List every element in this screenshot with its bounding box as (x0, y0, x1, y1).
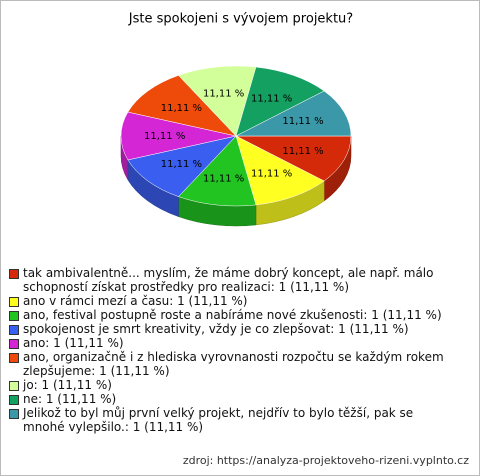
legend-item: ano, festival postupně roste a nabíráme … (9, 308, 449, 322)
source: zdroj: https://analyza-projektoveho-rize… (182, 454, 469, 467)
legend-label: spokojenost je smrt kreativity, vždy je … (23, 322, 409, 336)
legend-label: ne: 1 (11,11 %) (23, 392, 117, 406)
legend-label: ano v rámci mezí a času: 1 (11,11 %) (23, 294, 248, 308)
legend-item: tak ambivalentně... myslím, že máme dobr… (9, 266, 449, 294)
legend-swatch (9, 297, 19, 307)
slice (178, 65, 257, 137)
legend-swatch (9, 339, 19, 349)
legend-item: Jelikož to byl můj první velký projekt, … (9, 406, 449, 434)
legend-swatch (9, 381, 19, 391)
slice (235, 90, 352, 137)
legend-swatch (9, 325, 19, 335)
slice (127, 75, 237, 137)
value-label: 11,11 % (251, 93, 292, 104)
slice (120, 111, 237, 161)
legend-swatch (9, 395, 19, 405)
legend-item: ano v rámci mezí a času: 1 (11,11 %) (9, 294, 449, 308)
value-label: 11,11 % (203, 88, 244, 99)
legend-label: jo: 1 (11,11 %) (23, 378, 112, 392)
legend-label: ano, organizačně i z hlediska vyrovnanos… (23, 350, 444, 378)
slice (127, 135, 237, 197)
slice (235, 135, 325, 206)
chart: Jste spokojeni s vývojem projektu? 11,11… (120, 12, 353, 227)
value-label: 11,11 % (203, 174, 244, 185)
legend-label: ano: 1 (11,11 %) (23, 336, 124, 350)
value-label: 11,11 % (161, 103, 202, 114)
slice (178, 135, 257, 207)
value-label: 11,11 % (161, 159, 202, 170)
slice (235, 66, 325, 137)
value-label: 11,11 % (282, 116, 323, 127)
value-label: 11,11 % (144, 131, 185, 142)
legend-item: ano: 1 (11,11 %) (9, 336, 449, 350)
legend-item: ne: 1 (11,11 %) (9, 392, 449, 406)
chart-title: Jste spokojeni s vývojem projektu? (128, 12, 353, 27)
legend-label: Jelikož to byl můj první velký projekt, … (23, 406, 414, 434)
value-label: 11,11 % (282, 146, 323, 157)
legend-label: tak ambivalentně... myslím, že máme dobr… (23, 266, 434, 294)
legend: tak ambivalentně... myslím, že máme dobr… (9, 266, 449, 434)
legend-label: ano, festival postupně roste a nabíráme … (23, 308, 442, 322)
legend-swatch (9, 269, 19, 279)
legend-swatch (9, 311, 19, 321)
slice (235, 135, 352, 182)
legend-swatch (9, 353, 19, 363)
value-label: 11,11 % (251, 169, 292, 180)
legend-swatch (9, 409, 19, 419)
legend-item: ano, organizačně i z hlediska vyrovnanos… (9, 350, 449, 378)
legend-item: spokojenost je smrt kreativity, vždy je … (9, 322, 449, 336)
legend-item: jo: 1 (11,11 %) (9, 378, 449, 392)
